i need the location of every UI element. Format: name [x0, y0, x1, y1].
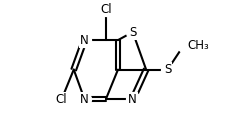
Text: CH₃: CH₃	[188, 39, 209, 52]
Text: Cl: Cl	[56, 93, 68, 106]
Text: N: N	[80, 93, 89, 106]
Text: Cl: Cl	[100, 3, 112, 16]
Text: S: S	[129, 26, 136, 39]
Text: S: S	[164, 63, 171, 76]
Text: N: N	[80, 34, 89, 47]
Text: N: N	[128, 93, 137, 106]
